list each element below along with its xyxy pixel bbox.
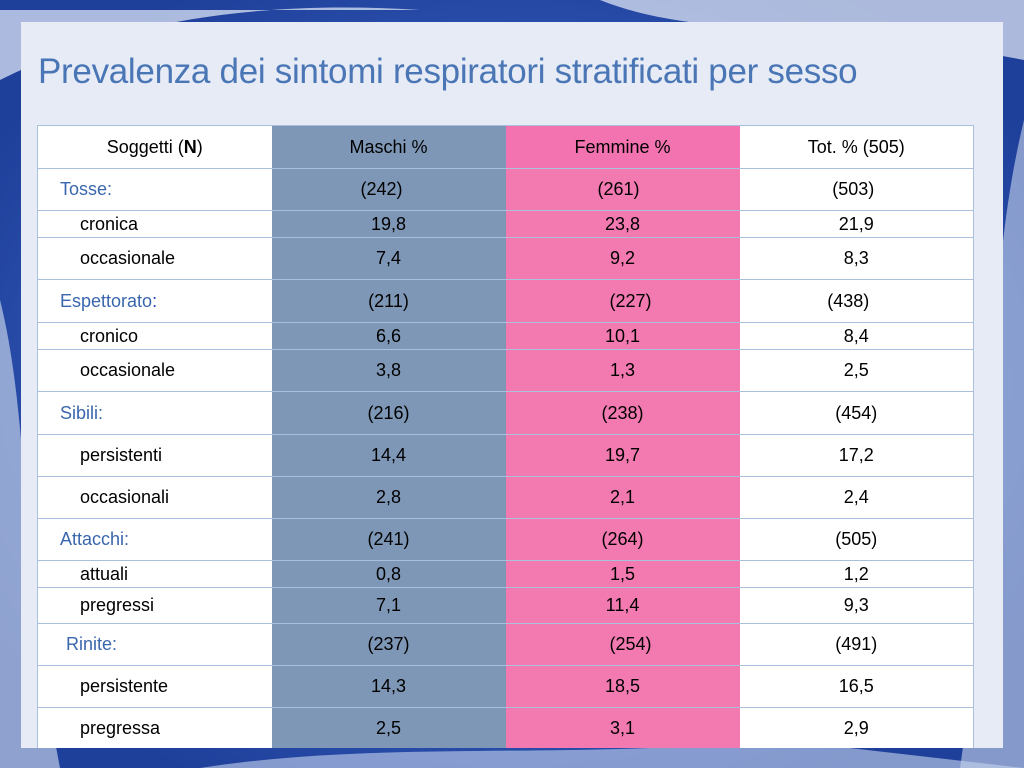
table-header-row: Soggetti (N) Maschi % Femmine % Tot. % (…: [37, 125, 974, 169]
cell-maschi: 2,8: [271, 476, 506, 519]
row-label-sub: occasionale: [37, 237, 272, 280]
cell-maschi: 7,1: [271, 587, 506, 624]
prevalence-table: Soggetti (N) Maschi % Femmine % Tot. % (…: [37, 125, 974, 748]
cell-maschi: 7,4: [271, 237, 506, 280]
header-femmine: Femmine %: [505, 125, 740, 169]
table-row: occasionale 3,8 1,3 2,5: [37, 349, 974, 392]
table-row: Attacchi: (241) (264) (505): [37, 518, 974, 561]
row-label-sub: cronica: [37, 210, 272, 238]
table-row: pregressi 7,1 11,4 9,3: [37, 587, 974, 624]
cell-maschi: 14,3: [271, 665, 506, 708]
cell-femmine: 23,8: [505, 210, 740, 238]
table-row: attuali 0,8 1,5 1,2: [37, 560, 974, 588]
cell-tot: (505): [739, 518, 974, 561]
cell-femmine: 1,5: [505, 560, 740, 588]
slide-title: Prevalenza dei sintomi respiratori strat…: [38, 52, 858, 91]
cell-femmine: 9,2: [505, 237, 740, 280]
cell-maschi: 2,5: [271, 707, 506, 748]
cell-femmine: 1,3: [505, 349, 740, 392]
table-row: occasionali 2,8 2,1 2,4: [37, 476, 974, 519]
cell-maschi: 0,8: [271, 560, 506, 588]
row-label-category: Sibili:: [37, 391, 272, 435]
cell-tot: (491): [739, 623, 974, 666]
cell-tot: 2,9: [739, 707, 974, 748]
cell-maschi: 3,8: [271, 349, 506, 392]
cell-maschi: (216): [271, 391, 506, 435]
cell-femmine: (238): [505, 391, 740, 435]
cell-tot: 21,9: [739, 210, 974, 238]
table-row: cronica 19,8 23,8 21,9: [37, 210, 974, 238]
cell-tot: 8,4: [739, 322, 974, 350]
table-row: persistenti 14,4 19,7 17,2: [37, 434, 974, 477]
row-label-sub: attuali: [37, 560, 272, 588]
cell-femmine: 2,1: [505, 476, 740, 519]
row-label-category: Tosse:: [37, 168, 272, 211]
row-label-category: Espettorato:: [37, 279, 272, 323]
table-row: Sibili: (216) (238) (454): [37, 391, 974, 435]
row-label-sub: occasionale: [37, 349, 272, 392]
cell-tot: 9,3: [739, 587, 974, 624]
row-label-sub: persistente: [37, 665, 272, 708]
cell-femmine: 18,5: [505, 665, 740, 708]
cell-tot: 8,3: [739, 237, 974, 280]
cell-maschi: 19,8: [271, 210, 506, 238]
cell-maschi: (211): [271, 279, 506, 323]
cell-tot: (503): [739, 168, 974, 211]
table-row: pregressa 2,5 3,1 2,9: [37, 707, 974, 748]
table-row: cronico 6,6 10,1 8,4: [37, 322, 974, 350]
header-maschi: Maschi %: [271, 125, 506, 169]
table-row: Espettorato: (211) (227) (438): [37, 279, 974, 323]
cell-maschi: (241): [271, 518, 506, 561]
cell-maschi: 14,4: [271, 434, 506, 477]
row-label-sub: cronico: [37, 322, 272, 350]
header-soggetti: Soggetti (N): [37, 125, 272, 169]
cell-tot: 2,4: [739, 476, 974, 519]
cell-femmine: 11,4: [505, 587, 740, 624]
row-label-category: Attacchi:: [37, 518, 272, 561]
cell-tot: (438): [739, 279, 974, 323]
header-tot: Tot. % (505): [739, 125, 974, 169]
cell-tot: 16,5: [739, 665, 974, 708]
cell-femmine: 19,7: [505, 434, 740, 477]
cell-maschi: (242): [271, 168, 506, 211]
slide: Prevalenza dei sintomi respiratori strat…: [21, 22, 1003, 748]
row-label-sub: pregressa: [37, 707, 272, 748]
cell-femmine: (227): [505, 279, 740, 323]
cell-tot: (454): [739, 391, 974, 435]
cell-femmine: (264): [505, 518, 740, 561]
row-label-category: Rinite:: [37, 623, 272, 666]
cell-tot: 1,2: [739, 560, 974, 588]
table-row: Tosse: (242) (261) (503): [37, 168, 974, 211]
table-row: Rinite: (237) (254) (491): [37, 623, 974, 666]
cell-maschi: 6,6: [271, 322, 506, 350]
prevalence-table-container: Soggetti (N) Maschi % Femmine % Tot. % (…: [37, 125, 974, 748]
cell-femmine: 3,1: [505, 707, 740, 748]
cell-tot: 17,2: [739, 434, 974, 477]
row-label-sub: occasionali: [37, 476, 272, 519]
table-row: persistente 14,3 18,5 16,5: [37, 665, 974, 708]
cell-femmine: (254): [505, 623, 740, 666]
table-row: occasionale 7,4 9,2 8,3: [37, 237, 974, 280]
cell-femmine: (261): [505, 168, 740, 211]
cell-maschi: (237): [271, 623, 506, 666]
cell-tot: 2,5: [739, 349, 974, 392]
cell-femmine: 10,1: [505, 322, 740, 350]
row-label-sub: persistenti: [37, 434, 272, 477]
row-label-sub: pregressi: [37, 587, 272, 624]
